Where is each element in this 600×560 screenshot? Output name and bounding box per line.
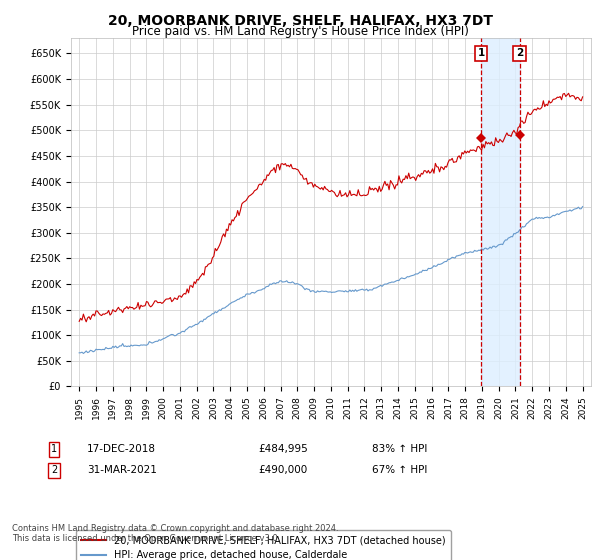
- Text: 2: 2: [51, 465, 57, 475]
- Text: 1: 1: [478, 49, 485, 58]
- Text: 67% ↑ HPI: 67% ↑ HPI: [372, 465, 427, 475]
- Text: Price paid vs. HM Land Registry's House Price Index (HPI): Price paid vs. HM Land Registry's House …: [131, 25, 469, 38]
- Text: £490,000: £490,000: [258, 465, 307, 475]
- Text: Contains HM Land Registry data © Crown copyright and database right 2024.
This d: Contains HM Land Registry data © Crown c…: [12, 524, 338, 543]
- Text: 17-DEC-2018: 17-DEC-2018: [87, 444, 156, 454]
- Text: £484,995: £484,995: [258, 444, 308, 454]
- Text: 20, MOORBANK DRIVE, SHELF, HALIFAX, HX3 7DT: 20, MOORBANK DRIVE, SHELF, HALIFAX, HX3 …: [107, 14, 493, 28]
- Text: 1: 1: [51, 444, 57, 454]
- Legend: 20, MOORBANK DRIVE, SHELF, HALIFAX, HX3 7DT (detached house), HPI: Average price: 20, MOORBANK DRIVE, SHELF, HALIFAX, HX3 …: [76, 530, 451, 560]
- Text: 2: 2: [516, 49, 523, 58]
- Bar: [481, 38, 520, 386]
- Text: 83% ↑ HPI: 83% ↑ HPI: [372, 444, 427, 454]
- Text: 31-MAR-2021: 31-MAR-2021: [87, 465, 157, 475]
